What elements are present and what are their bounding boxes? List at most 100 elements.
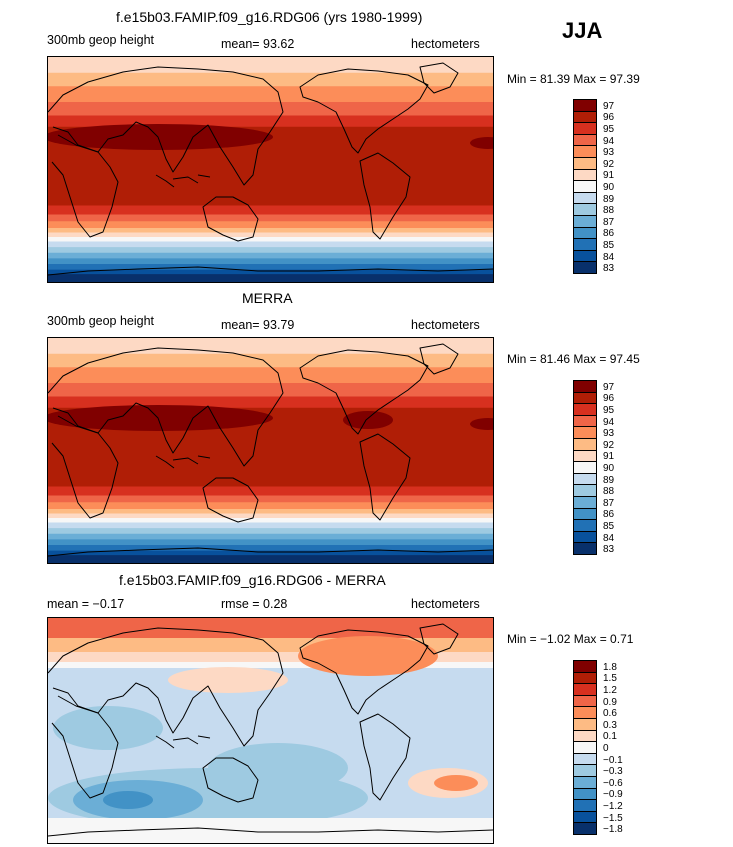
colorbar-level-label: 91 [603, 170, 615, 182]
contour-band [48, 232, 493, 238]
colorbar-level-label: 92 [603, 439, 615, 451]
coastline-south-america [359, 433, 411, 521]
panel-3-mean-label: mean = −0.17 [47, 597, 125, 611]
contour-band [48, 247, 493, 254]
contour-band [48, 102, 493, 116]
panel-2-mean-label: mean= 93.79 [221, 318, 295, 332]
coastline-south-america [359, 713, 411, 801]
panel-1-title: f.e15b03.FAMIP.f09_g16.RDG06 (yrs 1980-1… [116, 9, 423, 25]
colorbar-level-label: 94 [603, 416, 615, 428]
colorbar-level-label: 0.1 [603, 731, 617, 743]
panel-3-minmax: Min = −1.02 Max = 0.71 [507, 632, 634, 646]
colorbar-level-label: 0 [603, 743, 609, 754]
coastline-europe-asia [48, 347, 284, 467]
contour-band [48, 545, 493, 552]
coastline-indonesia [155, 735, 211, 749]
panel-1-colorbar: 97 96 95 94 93 92 91 90 89 88 87 86 85 84 83 [573, 99, 614, 274]
coastline-europe-asia [48, 66, 284, 186]
colorbar-level-label: 87 [603, 497, 615, 509]
contour-band [48, 539, 493, 546]
colorbar-level-label: 0.6 [603, 708, 617, 720]
coastline-south-america [359, 152, 411, 240]
colorbar-level-label: −1.2 [603, 801, 623, 812]
colorbar-swatch [573, 822, 597, 835]
colorbar-level-label: 89 [603, 193, 615, 205]
panel-2-map [47, 337, 494, 564]
coastline-greenland [419, 623, 459, 655]
contour-band [48, 396, 493, 409]
colorbar-level-label: 1.2 [603, 685, 617, 696]
colorbar-level-label: 86 [603, 509, 615, 521]
colorbar-level-label: −0.1 [603, 754, 623, 766]
colorbar-level-label: 97 [603, 381, 615, 393]
colorbar-level-label: 1.5 [603, 673, 617, 685]
panel-1-minmax: Min = 81.39 Max = 97.39 [507, 72, 640, 86]
contour-band [48, 86, 493, 103]
contour-negative-anomaly [53, 706, 163, 750]
panel-2-variable-label: 300mb geop height [47, 314, 155, 328]
contour-positive-anomaly [298, 636, 438, 676]
coastline-north-america [299, 68, 429, 154]
contour-band [48, 338, 493, 355]
colorbar-level-label: 88 [603, 205, 615, 217]
season-label: JJA [562, 18, 603, 43]
colorbar-level-label: 85 [603, 240, 615, 251]
coastline-australia [202, 757, 259, 803]
colorbar-level-label: 0.9 [603, 696, 617, 708]
coastline-africa [51, 134, 119, 238]
coastline-greenland [419, 62, 459, 94]
contour-maximum [343, 411, 393, 429]
colorbar-level-label: 89 [603, 474, 615, 486]
contour-band [48, 205, 493, 215]
coastline-antarctica [48, 266, 493, 276]
colorbar-level-label: 87 [603, 216, 615, 228]
contour-band [48, 214, 493, 222]
contour-band [48, 228, 493, 233]
contour-band [48, 264, 493, 271]
colorbar-level-label: 88 [603, 486, 615, 498]
coastline-north-america [299, 349, 429, 435]
colorbar-level-label: −0.6 [603, 777, 623, 789]
panel-1-map-svg [48, 57, 493, 282]
contour-band [48, 221, 493, 229]
colorbar-level-label: 93 [603, 147, 615, 159]
panel-1-units-label: hectometers [411, 37, 480, 51]
panel-1-map [47, 56, 494, 283]
contour-band [48, 522, 493, 529]
panel-2-map-svg [48, 338, 493, 563]
coastline-antarctica [48, 547, 493, 557]
colorbar-level-label: 85 [603, 521, 615, 532]
panel-1-contour-field [48, 57, 493, 282]
colorbar-level-label: −1.8 [603, 824, 623, 836]
panel-3-map [47, 617, 494, 844]
panel-2-minmax: Min = 81.46 Max = 97.45 [507, 352, 640, 366]
colorbar-level-label: 83 [603, 263, 615, 275]
colorbar-level-label: 95 [603, 124, 615, 135]
contour-band [48, 258, 493, 265]
colorbar-level-label: 92 [603, 158, 615, 170]
panel-3-rmse-label: rmse = 0.28 [221, 597, 288, 611]
panel-1-variable-label: 300mb geop height [47, 33, 155, 47]
panel-2-colorbar: 97 96 95 94 93 92 91 90 89 88 87 86 85 84 83 [573, 380, 614, 555]
colorbar-level-label: −1.5 [603, 812, 623, 824]
panel-3-map-svg [48, 618, 493, 843]
panel-2-units-label: hectometers [411, 318, 480, 332]
contour-band [48, 274, 493, 282]
coastline-north-america [299, 629, 429, 715]
contour-band [48, 502, 493, 510]
colorbar-level-label: 94 [603, 135, 615, 147]
contour-band [48, 269, 493, 275]
panel-2-contour-field [48, 338, 493, 563]
contour-band [48, 513, 493, 519]
contour-band [48, 550, 493, 556]
contour-band [48, 652, 493, 662]
contour-band [48, 528, 493, 535]
colorbar-level-label: 97 [603, 100, 615, 112]
panel-3-title: f.e15b03.FAMIP.f09_g16.RDG06 - MERRA [119, 572, 386, 588]
colorbar-level-label: 83 [603, 544, 615, 556]
panel-1-coastlines [48, 62, 493, 276]
coastline-africa [51, 695, 119, 799]
contour-maximum [470, 137, 493, 149]
coastline-australia [202, 477, 259, 523]
panel-1-mean-label: mean= 93.62 [221, 37, 295, 51]
